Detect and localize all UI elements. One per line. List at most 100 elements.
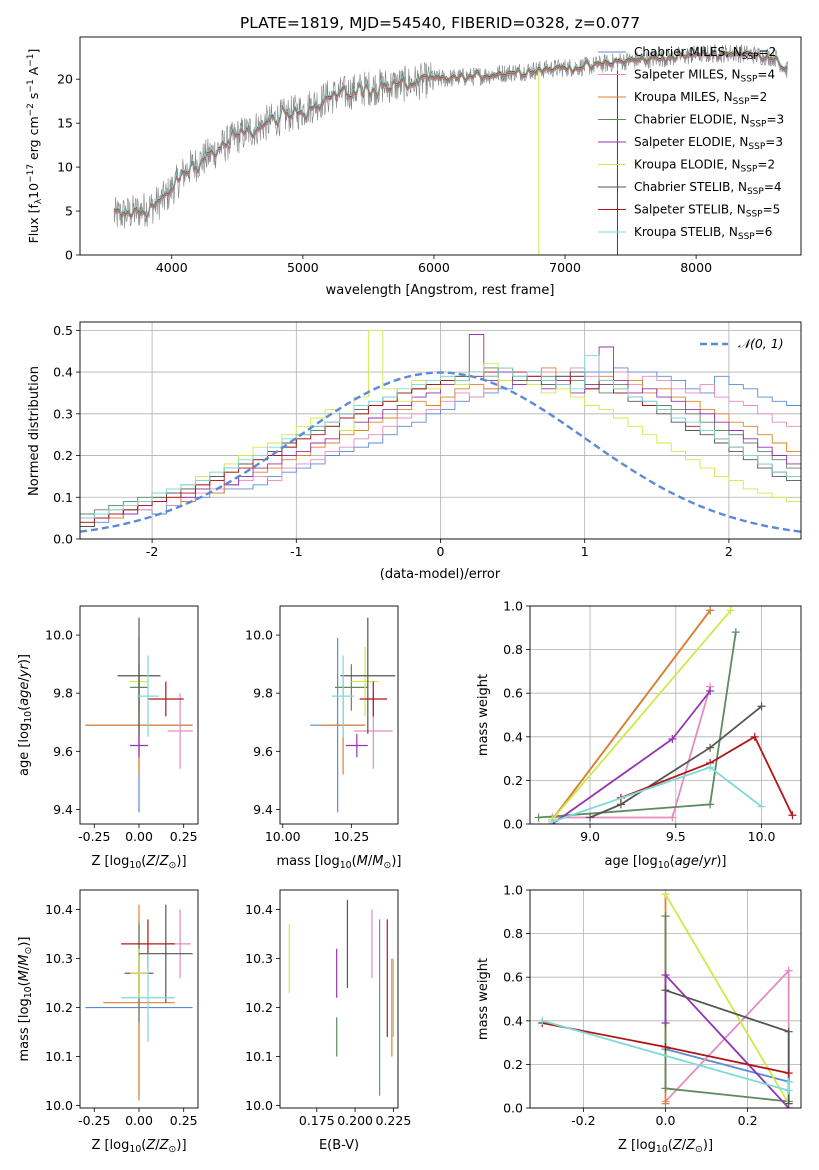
y-axis-label-part: age xyxy=(17,682,32,706)
y-axis-label-part: mass [log xyxy=(17,998,32,1061)
y-axis-label-part: 10 xyxy=(23,711,34,723)
x-axis-label-part: 10 xyxy=(129,860,141,871)
y-tick-label: 0.4 xyxy=(503,1013,523,1028)
legend-label: Kroupa MILES, NSSP=2 xyxy=(634,90,767,107)
y-tick-label: 10.3 xyxy=(245,951,273,966)
mass-weight-marker xyxy=(706,743,715,752)
legend-label: Kroupa STELIB, NSSP=6 xyxy=(634,225,772,242)
axes-frame-mass-age xyxy=(279,605,399,825)
legend-series-name: Salpeter STELIB, N xyxy=(634,203,746,217)
x-tick-label: 0.25 xyxy=(170,1113,198,1128)
y-tick-label: 10.3 xyxy=(45,951,73,966)
y-tick-label: 0.0 xyxy=(53,532,73,547)
mass-weight-marker xyxy=(784,1077,793,1086)
x-axis-label-part: ⊙ xyxy=(169,860,177,871)
legend-nssp: =4 xyxy=(764,180,782,194)
x-axis-label-part: / xyxy=(699,854,704,869)
x-axis-label-part: ( xyxy=(141,1138,146,1153)
x-axis-label-part: )] xyxy=(391,854,401,869)
y-tick-label: 10.1 xyxy=(245,1049,273,1064)
mass-weight-line xyxy=(538,632,737,819)
mass-weight-line xyxy=(551,690,711,824)
y-tick-label: 9.4 xyxy=(53,802,73,817)
y-tick-label: 9.6 xyxy=(53,744,73,759)
legend-series-name: Chabrier STELIB, N xyxy=(634,180,747,194)
legend-subscript: SSP xyxy=(741,75,758,85)
panel-spectrum: 4000 5000 6000 7000 8000 0 5 10 15 20 Chabrier MIL… xyxy=(26,36,802,298)
y-tick-label: 10.4 xyxy=(245,902,273,917)
y-tick-label: 0.1 xyxy=(53,490,73,505)
x-axis-label-part: )] xyxy=(176,854,186,869)
x-axis-label-part: )] xyxy=(716,854,726,869)
y-axis-label-part: ( xyxy=(17,706,32,711)
x-axis-label-part: / xyxy=(155,854,160,869)
x-axis-label-part: 10 xyxy=(658,860,670,871)
x-axis-label-part: Z xyxy=(672,1138,683,1153)
mass-weight-line xyxy=(664,968,790,1103)
y-tick-label: 10 xyxy=(57,160,73,175)
y-axis-label-part: / xyxy=(17,677,32,682)
x-axis-label: Z [log10(Z/Z⊙)] xyxy=(91,854,186,871)
x-axis-label-part: Z [log xyxy=(91,854,129,869)
y-tick-label: 0.4 xyxy=(53,365,73,380)
mass-weight-marker xyxy=(661,1099,670,1108)
mass-weight-line xyxy=(589,705,763,819)
x-tick-label: 5000 xyxy=(287,260,319,275)
x-tick-label: 6000 xyxy=(418,260,450,275)
legend-series-name: Salpeter ELODIE, N xyxy=(634,135,748,149)
x-tick-label: 0.0 xyxy=(656,1113,676,1128)
x-axis-label-part: age xyxy=(675,854,699,869)
x-axis-label-part: ( xyxy=(670,854,675,869)
mass-weight-line xyxy=(664,972,790,1108)
panel-z-weight: -0.2 0.0 0.20.00.20.40.60.81.0Z [log10(Z/Z… xyxy=(476,883,802,1155)
mass-weight-marker xyxy=(661,912,670,921)
y-axis-label: Normed distribution xyxy=(27,366,42,496)
plot-area-z-weight xyxy=(538,890,793,1108)
mass-weight-marker xyxy=(706,606,715,615)
legend-nssp: =3 xyxy=(765,135,783,149)
plot-area-ebv-mass xyxy=(288,899,395,1096)
legend-subscript: SSP xyxy=(748,142,765,152)
y-tick-label: 10.2 xyxy=(45,1000,73,1015)
mass-weight-marker xyxy=(661,1018,670,1027)
mass-weight-marker xyxy=(668,813,677,822)
y-tick-label: 0 xyxy=(65,248,73,263)
mass-weight-marker xyxy=(548,817,557,824)
legend-subscript: SSP xyxy=(742,52,759,62)
axes-frame-z-weight xyxy=(529,889,802,1109)
x-tick-label: 8000 xyxy=(680,260,712,275)
legend-nssp: =5 xyxy=(763,203,781,217)
x-tick-label: 0.00 xyxy=(125,829,153,844)
panel-residuals: -2 -1 0 1 2 0.0 0.1 0.2 0.3 0.4 0.5 𝒩(0, 1) (data-mo… xyxy=(27,321,802,582)
mass-weight-line xyxy=(665,1048,789,1083)
figure-title: PLATE=1819, MJD=54540, FIBERID=0328, z=0… xyxy=(240,14,640,32)
y-axis-label-part: 10 xyxy=(23,986,34,998)
x-tick-label: 9.0 xyxy=(580,829,600,844)
x-axis-label: Z [log10(Z/Z⊙)] xyxy=(91,1138,186,1155)
mass-weight-marker xyxy=(661,890,670,899)
x-tick-label: 0.00 xyxy=(125,1113,153,1128)
y-axis-label-part: ⊙ xyxy=(23,947,34,955)
y-axis-label-part: 10 xyxy=(26,183,41,199)
mass-weight-marker xyxy=(784,966,793,975)
y-axis-label-part: M xyxy=(17,955,32,966)
legend-subscript: SSP xyxy=(733,97,750,107)
mass-weight-marker xyxy=(784,1099,793,1108)
x-axis-label-part: E(B-V) xyxy=(319,1138,359,1153)
mass-weight-marker xyxy=(731,628,740,637)
legend-nssp: =4 xyxy=(757,68,775,82)
normal-distribution-curve xyxy=(80,371,801,533)
legend-nssp: =2 xyxy=(757,158,775,172)
x-axis-label-part: 10 xyxy=(656,1144,668,1155)
x-axis-label-part: Z [log xyxy=(618,1138,656,1153)
x-axis-label: wavelength [Angstrom, rest frame] xyxy=(326,283,555,298)
y-tick-label: 9.8 xyxy=(253,686,273,701)
y-axis-label-part: )] xyxy=(17,937,32,947)
mass-weight-marker xyxy=(661,1042,670,1051)
x-axis-label-part: Z xyxy=(145,1138,156,1153)
legend-label: Salpeter ELODIE, NSSP=3 xyxy=(634,135,783,152)
y-axis-label-part: yr xyxy=(17,662,32,678)
y-axis-label-part: ( xyxy=(17,981,32,986)
x-axis-label-part: )] xyxy=(703,1138,713,1153)
